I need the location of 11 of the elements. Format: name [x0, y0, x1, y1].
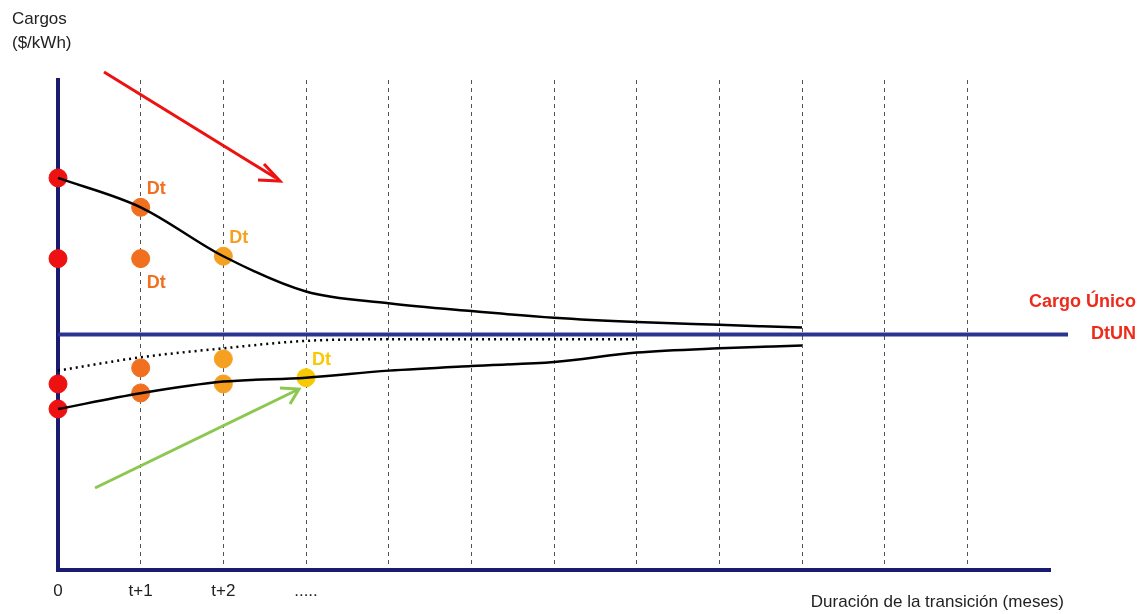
x-tick-label: t+2 [211, 581, 236, 601]
annotation: Dt [312, 348, 331, 369]
text: Cargos ($/kWh) [12, 9, 72, 52]
annotation: Dt [146, 271, 166, 292]
x-axis-title: Duración de la transición (meses) [810, 592, 1064, 611]
x-tick-label: 0 [53, 581, 63, 601]
annotation: Dt [229, 227, 249, 248]
x-tick-label: ..... [294, 581, 318, 601]
annotation: Dt [146, 178, 166, 199]
x-tick-label: t+1 [128, 581, 153, 601]
ref-line-label: Cargo Único DtUN [1028, 289, 1136, 343]
